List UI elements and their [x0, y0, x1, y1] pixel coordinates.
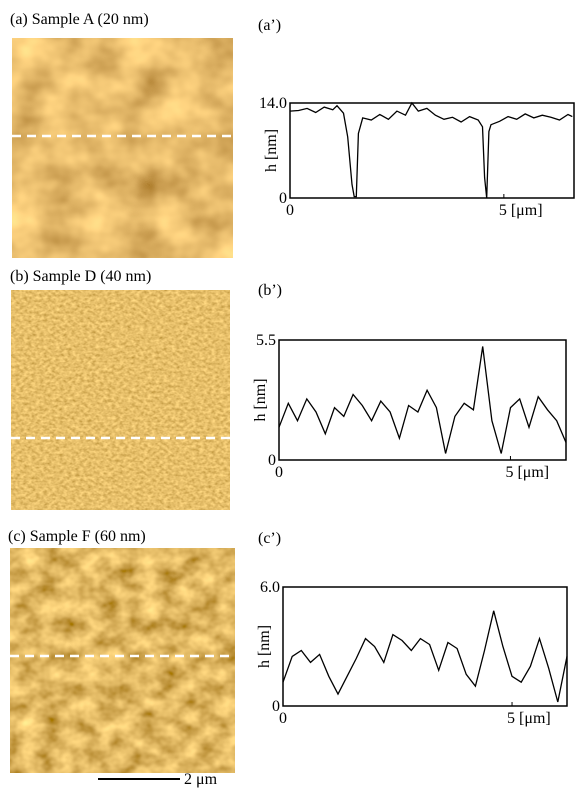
- profile-line: [289, 101, 573, 199]
- profile-line: [282, 610, 568, 703]
- x-tick-label: 5 [μm]: [499, 202, 543, 219]
- y-tick-label: 14.0: [259, 95, 287, 112]
- plot-frame: [282, 586, 568, 707]
- afm-image: [12, 38, 233, 258]
- profile-line: [278, 346, 567, 454]
- x-tick-label: 5 [μm]: [505, 464, 549, 481]
- x-tick-label: 0: [279, 710, 287, 727]
- plot-frame: [278, 339, 567, 461]
- image-label: (c) Sample F (60 nm): [8, 528, 146, 545]
- image-label: (a) Sample A (20 nm): [10, 11, 149, 28]
- plot-frame: [289, 102, 575, 199]
- afm-image: [10, 548, 235, 773]
- afm-image: [11, 290, 230, 510]
- image-label: (b) Sample D (40 nm): [10, 268, 151, 285]
- scale-bar-label: 2 μm: [184, 771, 218, 788]
- y-axis-label: h [nm]: [256, 625, 273, 668]
- y-tick-label: 0: [272, 698, 280, 715]
- x-tick-label: 5 [μm]: [507, 710, 551, 727]
- x-tick-label: 0: [275, 464, 283, 481]
- y-tick-label: 0: [268, 452, 276, 469]
- y-axis-label: h [nm]: [252, 378, 269, 421]
- y-tick-label: 0: [279, 190, 287, 207]
- panel-title: (b’): [258, 282, 282, 299]
- x-tick-label: 0: [286, 202, 294, 219]
- y-tick-label: 5.5: [256, 332, 276, 349]
- panel-title: (c’): [258, 530, 281, 547]
- y-tick-label: 6.0: [260, 579, 280, 596]
- y-axis-label: h [nm]: [263, 129, 280, 172]
- panel-title: (a’): [258, 17, 281, 34]
